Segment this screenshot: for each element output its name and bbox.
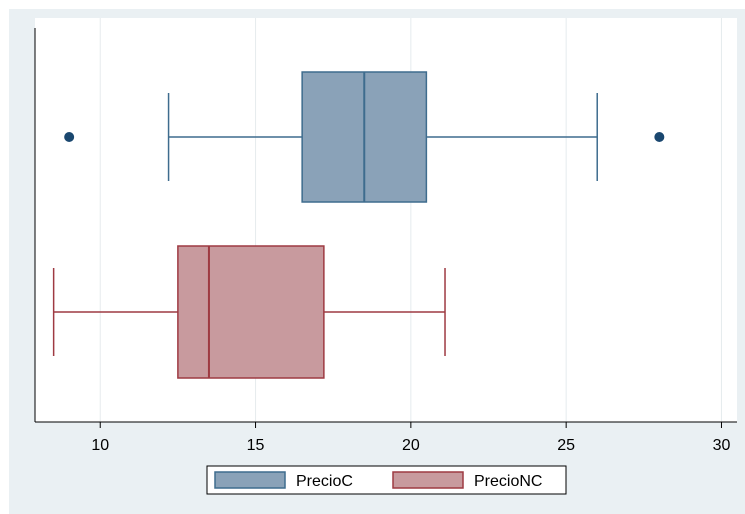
x-tick-label-25: 25 <box>557 437 575 454</box>
x-tick-label-20: 20 <box>402 437 420 454</box>
legend-label-precionc: PrecioNC <box>474 473 542 490</box>
x-tick-label-15: 15 <box>247 437 265 454</box>
precioc-outlier-1 <box>64 132 75 142</box>
legend-label-precioc: PrecioC <box>296 473 353 490</box>
x-tick-label-10: 10 <box>91 437 109 454</box>
precioc-outlier-2 <box>654 132 665 142</box>
legend-key-precionc <box>392 471 464 489</box>
legend-box <box>206 465 567 495</box>
x-tick-label-30: 30 <box>713 437 731 454</box>
precionc-box <box>177 245 325 379</box>
legend-key-precioc <box>214 471 286 489</box>
